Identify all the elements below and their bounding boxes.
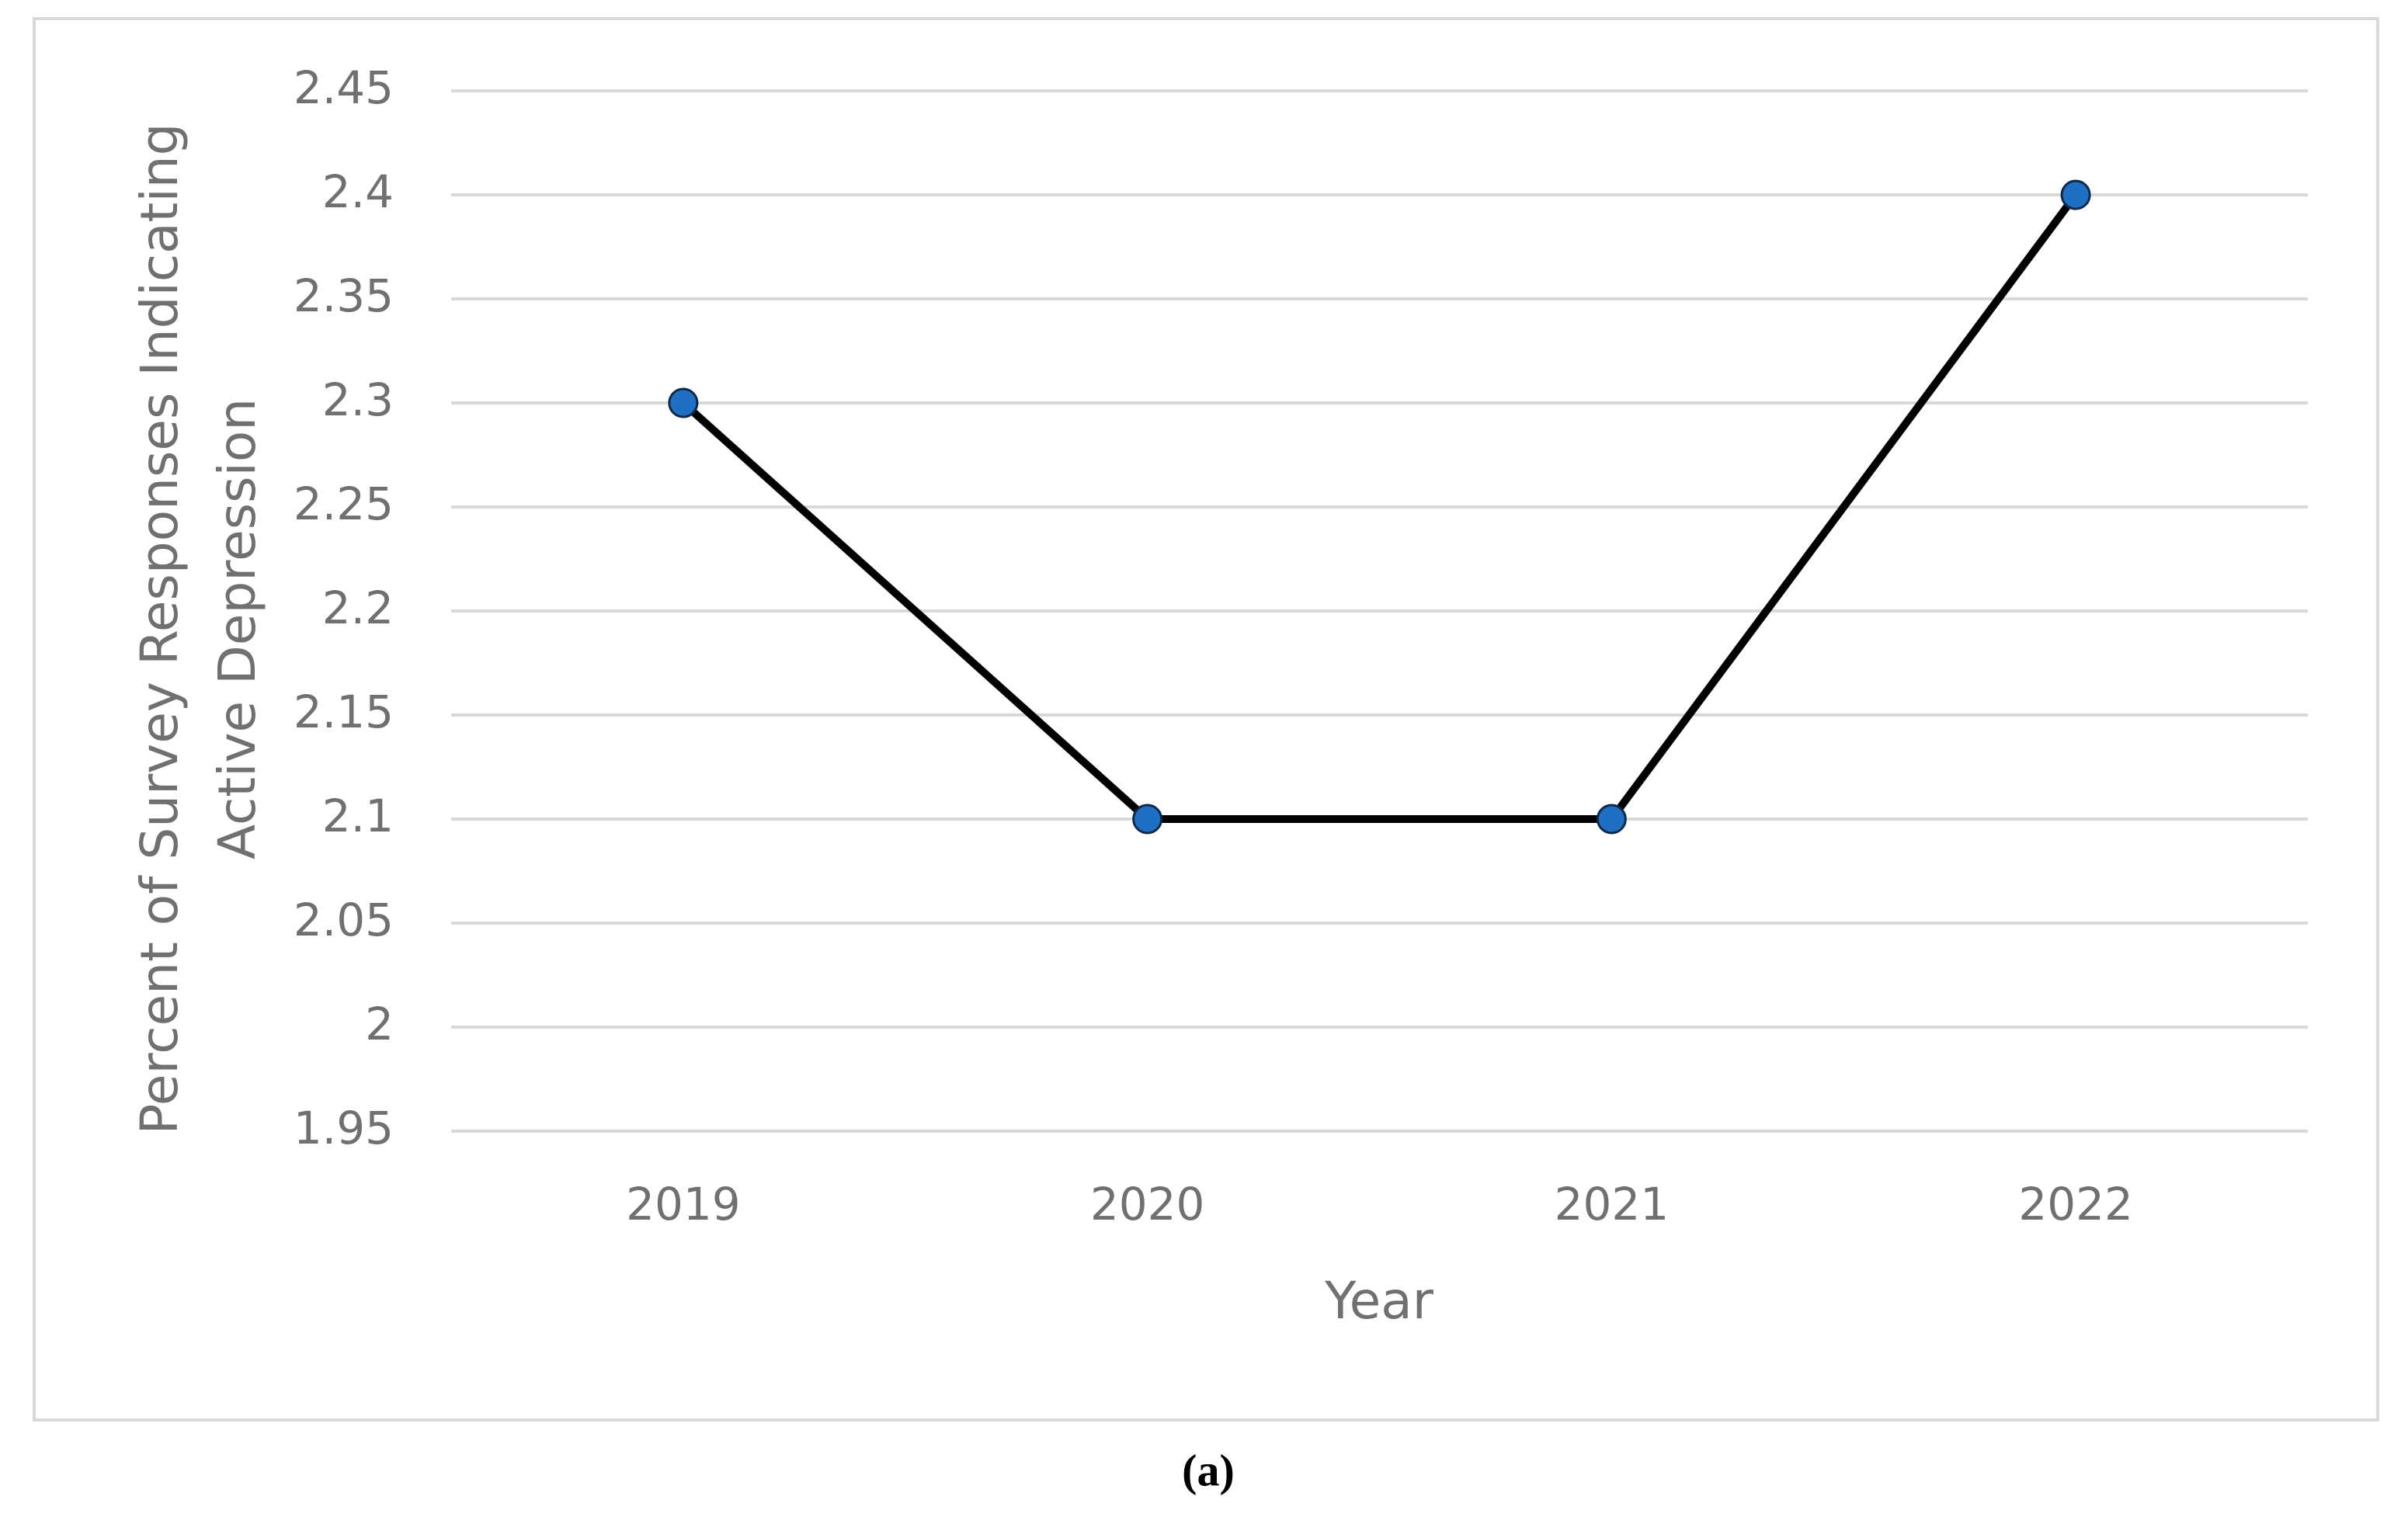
y-tick-label: 2.45: [294, 61, 394, 114]
y-tick-label: 2.15: [294, 686, 394, 738]
y-tick-label: 2.2: [322, 581, 394, 634]
caption: (a): [1182, 1445, 1235, 1495]
y-tick-label: 2.1: [322, 790, 394, 842]
data-point: [2060, 179, 2091, 210]
x-tick-label: 2021: [1555, 1178, 1670, 1231]
x-tick-label: 2020: [1090, 1178, 1205, 1231]
x-tick-label: 2022: [2018, 1178, 2133, 1231]
y-tick-label: 2.25: [294, 477, 394, 530]
data-point: [1596, 804, 1627, 835]
y-tick-label: 2.05: [294, 894, 394, 946]
data-line: [680, 193, 2080, 823]
x-axis-title: Year: [1324, 1271, 1434, 1331]
chart-border: [33, 17, 2379, 1422]
y-tick-label: 2: [365, 998, 394, 1050]
y-tick-label: 1.95: [294, 1102, 394, 1154]
data-point: [1132, 804, 1163, 835]
y-axis-title: Percent of Survey Responses Indicating: [130, 123, 189, 1134]
y-tick-label: 2.3: [322, 373, 394, 426]
y-axis-title: Active Depression: [207, 398, 267, 859]
x-tick-label: 2019: [626, 1178, 741, 1231]
y-tick-label: 2.35: [294, 269, 394, 322]
y-tick-label: 2.4: [322, 165, 394, 218]
data-point: [668, 387, 699, 418]
